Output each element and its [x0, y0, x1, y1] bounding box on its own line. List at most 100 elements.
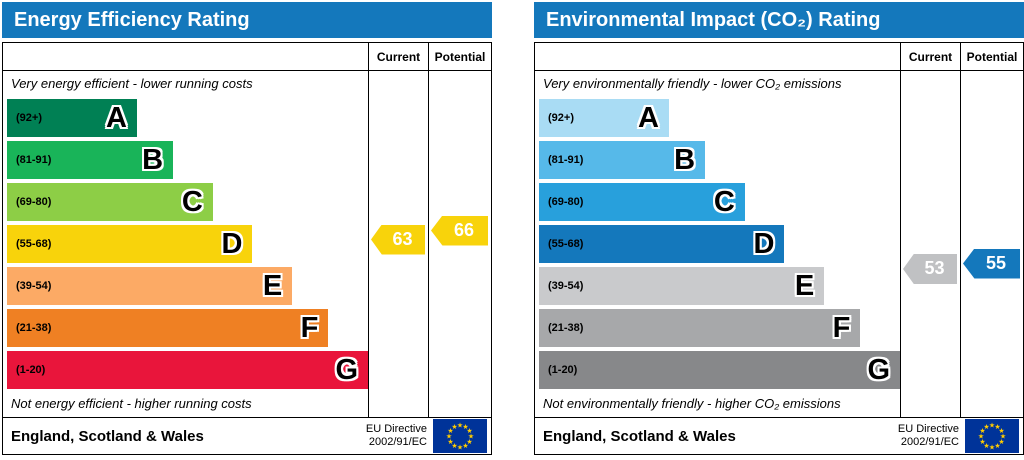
current-column-header: Current: [900, 43, 960, 70]
band-letter: C: [181, 185, 203, 218]
rating-band: (92+) A: [3, 97, 368, 139]
band-bar: (1-20) G: [539, 351, 900, 389]
eu-directive-label: EU Directive 2002/91/EC: [365, 422, 427, 448]
band-range-label: (39-54): [16, 280, 52, 292]
svg-text:★: ★: [1000, 433, 1006, 441]
band-range-label: (69-80): [16, 196, 52, 208]
band-bar: (55-68) D: [539, 225, 785, 263]
environmental-panel-title: Environmental Impact (CO₂) Rating: [534, 2, 1024, 38]
rating-band: (69-80) C: [3, 181, 368, 223]
environmental-chart: Current Potential Very environmentally f…: [534, 42, 1024, 418]
band-bar: (81-91) B: [539, 141, 706, 179]
band-letter: A: [106, 101, 127, 134]
svg-text:★: ★: [446, 433, 452, 441]
svg-text:★: ★: [998, 438, 1004, 446]
bottom-note: Not energy efficient - higher running co…: [11, 396, 252, 411]
svg-text:★: ★: [979, 438, 985, 446]
energy-chart-body: Very energy efficient - lower running co…: [3, 71, 491, 417]
band-range-label: (69-80): [548, 196, 584, 208]
band-letter: A: [638, 101, 659, 134]
panel-footer: England, Scotland & Wales EU Directive 2…: [2, 418, 492, 455]
eu-directive-label: EU Directive 2002/91/EC: [897, 422, 959, 448]
energy-panel-title: Energy Efficiency Rating: [2, 2, 492, 38]
potential-column: 66: [428, 71, 491, 417]
svg-text:★: ★: [462, 423, 468, 431]
bottom-note: Not environmentally friendly - higher CO…: [543, 396, 841, 411]
rating-band: (1-20) G: [535, 349, 900, 391]
rating-band: (55-68) D: [3, 223, 368, 265]
band-letter: B: [674, 143, 696, 176]
band-letter: E: [794, 269, 815, 302]
svg-text:★: ★: [978, 433, 984, 441]
svg-text:★: ★: [989, 422, 995, 430]
band-bar: (55-68) D: [7, 225, 253, 263]
svg-text:★: ★: [468, 433, 474, 441]
svg-text:★: ★: [994, 423, 1000, 431]
band-letter: D: [753, 227, 775, 260]
band-bar: (39-54) E: [539, 267, 825, 305]
region-label: England, Scotland & Wales: [11, 427, 204, 445]
rating-scale: Very energy efficient - lower running co…: [3, 71, 368, 417]
band-bar: (92+) A: [539, 99, 669, 137]
band-range-label: (1-20): [548, 364, 578, 376]
current-column-header: Current: [368, 43, 428, 70]
svg-text:★: ★: [457, 422, 463, 430]
band-range-label: (39-54): [548, 280, 584, 292]
svg-text:★: ★: [451, 442, 457, 450]
potential-column-header: Potential: [428, 43, 491, 70]
svg-text:★: ★: [989, 444, 995, 452]
band-bar: (21-38) F: [7, 309, 329, 347]
svg-text:★: ★: [447, 427, 453, 435]
rating-band: (81-91) B: [3, 139, 368, 181]
potential-rating-value: 55: [985, 253, 1007, 273]
rating-band: (69-80) C: [535, 181, 900, 223]
environmental-chart-body: Very environmentally friendly - lower CO…: [535, 71, 1023, 417]
svg-text:★: ★: [466, 427, 472, 435]
band-range-label: (81-91): [548, 154, 584, 166]
current-rating-value: 63: [392, 229, 413, 249]
band-letter: E: [262, 269, 283, 302]
eu-stars: ★ ★★ ★★★ ★★★ ★★★: [446, 422, 474, 452]
energy-efficiency-panel: Energy Efficiency Rating Current Potenti…: [2, 2, 492, 455]
band-bar: (69-80) C: [7, 183, 213, 221]
band-bar: (39-54) E: [7, 267, 293, 305]
svg-text:★: ★: [462, 442, 468, 450]
region-label: England, Scotland & Wales: [543, 427, 736, 445]
environmental-impact-panel: Environmental Impact (CO₂) Rating Curren…: [534, 2, 1024, 455]
eu-flag-icon: ★ ★★ ★★★ ★★★ ★★★: [965, 419, 1019, 453]
band-range-label: (55-68): [548, 238, 584, 250]
panel-footer: England, Scotland & Wales EU Directive 2…: [534, 418, 1024, 455]
top-note: Very environmentally friendly - lower CO…: [543, 76, 842, 91]
band-bar: (81-91) B: [7, 141, 174, 179]
band-letter: G: [867, 353, 890, 386]
potential-rating-arrow: 55: [963, 248, 1020, 279]
band-range-label: (92+): [548, 112, 574, 124]
rating-band: (55-68) D: [535, 223, 900, 265]
top-note: Very energy efficient - lower running co…: [11, 76, 253, 91]
band-letter: B: [142, 143, 164, 176]
band-letter: D: [221, 227, 243, 260]
rating-scale: Very environmentally friendly - lower CO…: [535, 71, 900, 417]
rating-band: (81-91) B: [535, 139, 900, 181]
potential-column: 55: [960, 71, 1023, 417]
band-bar: (92+) A: [7, 99, 137, 137]
band-letter: F: [300, 311, 319, 344]
current-rating-arrow: 63: [371, 224, 425, 255]
svg-text:★: ★: [447, 438, 453, 446]
column-header-spacer: [535, 43, 900, 70]
svg-text:★: ★: [457, 444, 463, 452]
potential-column-header: Potential: [960, 43, 1023, 70]
rating-band: (39-54) E: [535, 265, 900, 307]
current-rating-arrow: 53: [903, 253, 957, 284]
svg-text:★: ★: [983, 423, 989, 431]
eu-stars: ★ ★★ ★★★ ★★★ ★★★: [978, 422, 1006, 452]
band-letter: G: [335, 353, 358, 386]
rating-band: (21-38) F: [535, 307, 900, 349]
band-bar: (1-20) G: [7, 351, 368, 389]
column-header-row: Current Potential: [3, 43, 491, 71]
band-bar: (69-80) C: [539, 183, 745, 221]
current-column: 53: [900, 71, 960, 417]
column-header-row: Current Potential: [535, 43, 1023, 71]
svg-text:★: ★: [466, 438, 472, 446]
column-header-spacer: [3, 43, 368, 70]
